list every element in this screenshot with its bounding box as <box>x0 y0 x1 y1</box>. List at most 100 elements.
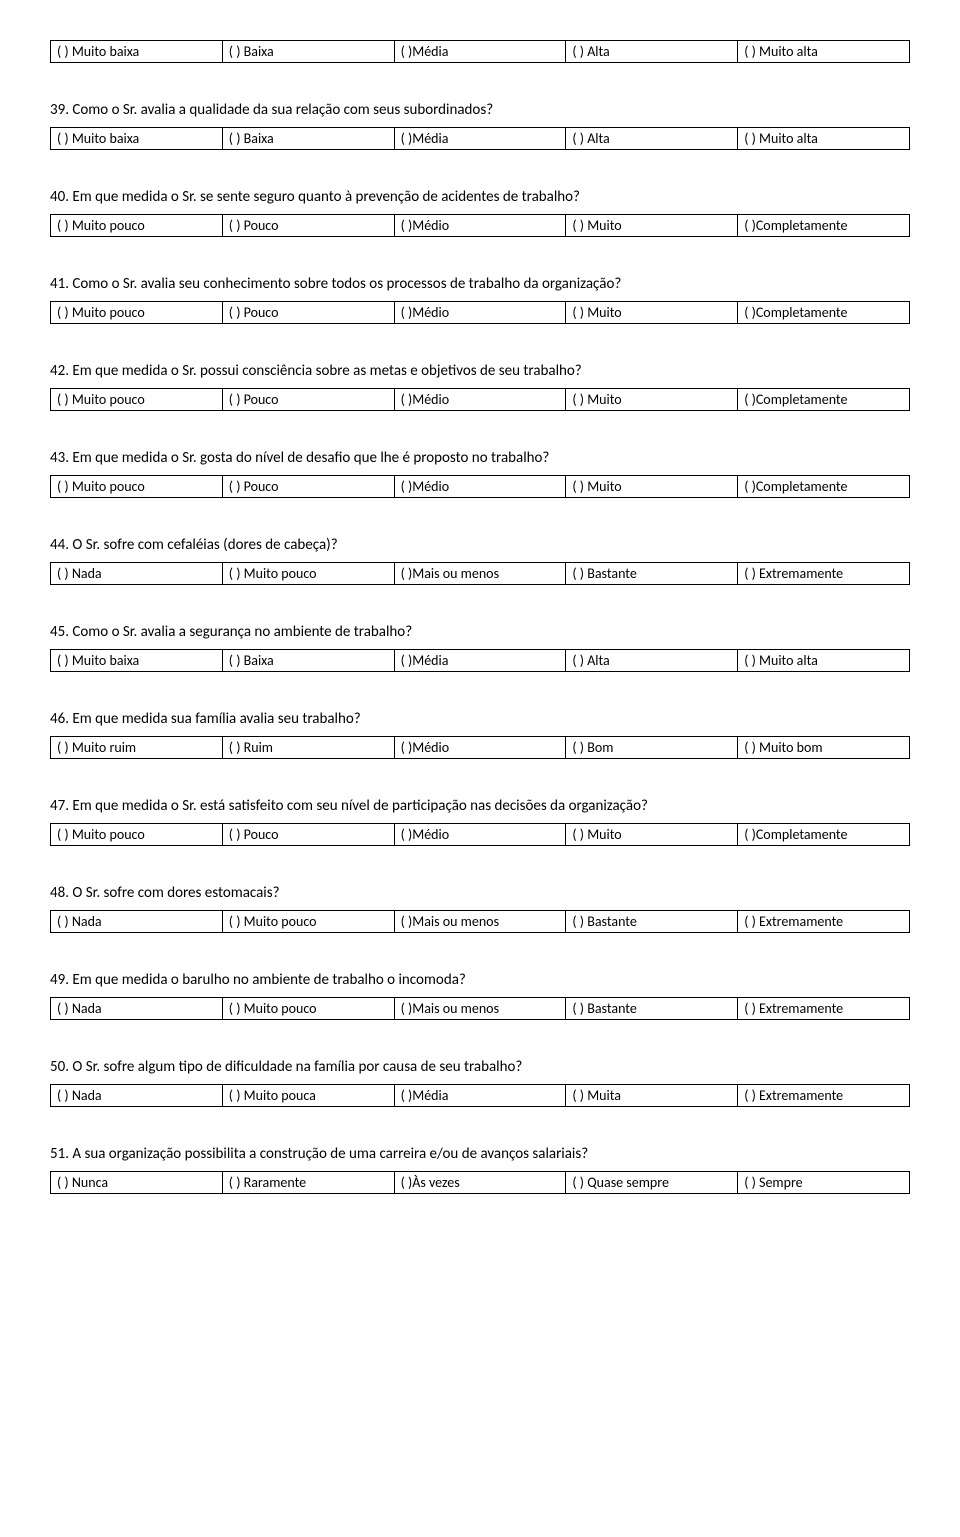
question-text: 43. Em que medida o Sr. gosta do nível d… <box>50 449 910 467</box>
option-cell[interactable]: ( ) Muito alta <box>738 41 910 63</box>
option-cell[interactable]: ( ) Baixa <box>222 650 394 672</box>
option-cell[interactable]: ( ) Nunca <box>51 1172 223 1194</box>
option-cell[interactable]: ( )Completamente <box>738 476 910 498</box>
options-table: ( ) Muito baixa ( ) Baixa ( )Média ( ) A… <box>50 40 910 63</box>
question-text: 41. Como o Sr. avalia seu conhecimento s… <box>50 275 910 293</box>
option-cell[interactable]: ( ) Pouco <box>222 302 394 324</box>
options-table: ( ) Muito pouco ( ) Pouco ( )Médio ( ) M… <box>50 301 910 324</box>
option-cell[interactable]: ( ) Muito pouco <box>51 389 223 411</box>
option-cell[interactable]: ( )Mais ou menos <box>394 998 566 1020</box>
question-41: 41. Como o Sr. avalia seu conhecimento s… <box>50 275 910 324</box>
question-49: 49. Em que medida o barulho no ambiente … <box>50 971 910 1020</box>
option-cell[interactable]: ( ) Raramente <box>222 1172 394 1194</box>
option-cell[interactable]: ( ) Muito baixa <box>51 128 223 150</box>
option-cell[interactable]: ( ) Muito <box>566 389 738 411</box>
question-46: 46. Em que medida sua família avalia seu… <box>50 710 910 759</box>
option-cell[interactable]: ( ) Extremamente <box>738 563 910 585</box>
option-cell[interactable]: ( ) Ruim <box>222 737 394 759</box>
option-cell[interactable]: ( )Médio <box>394 737 566 759</box>
question-text: 39. Como o Sr. avalia a qualidade da sua… <box>50 101 910 119</box>
option-cell[interactable]: ( ) Baixa <box>222 41 394 63</box>
option-cell[interactable]: ( ) Muito pouco <box>51 824 223 846</box>
option-cell[interactable]: ( ) Extremamente <box>738 1085 910 1107</box>
question-text: 49. Em que medida o barulho no ambiente … <box>50 971 910 989</box>
options-table: ( ) Nada ( ) Muito pouca ( )Média ( ) Mu… <box>50 1084 910 1107</box>
option-cell[interactable]: ( ) Pouco <box>222 476 394 498</box>
question-43: 43. Em que medida o Sr. gosta do nível d… <box>50 449 910 498</box>
option-cell[interactable]: ( ) Nada <box>51 998 223 1020</box>
option-cell[interactable]: ( ) Pouco <box>222 389 394 411</box>
option-cell[interactable]: ( )Às vezes <box>394 1172 566 1194</box>
option-cell[interactable]: ( )Médio <box>394 215 566 237</box>
option-cell[interactable]: ( )Completamente <box>738 215 910 237</box>
option-cell[interactable]: ( )Completamente <box>738 824 910 846</box>
option-cell[interactable]: ( ) Bastante <box>566 911 738 933</box>
option-cell[interactable]: ( ) Bastante <box>566 998 738 1020</box>
option-cell[interactable]: ( ) Nada <box>51 563 223 585</box>
option-cell[interactable]: ( ) Alta <box>566 41 738 63</box>
options-table: ( ) Muito pouco ( ) Pouco ( )Médio ( ) M… <box>50 214 910 237</box>
option-cell[interactable]: ( ) Pouco <box>222 215 394 237</box>
option-cell[interactable]: ( ) Muito <box>566 476 738 498</box>
option-cell[interactable]: ( )Médio <box>394 389 566 411</box>
question-39: 39. Como o Sr. avalia a qualidade da sua… <box>50 101 910 150</box>
options-table: ( ) Muito ruim ( ) Ruim ( )Médio ( ) Bom… <box>50 736 910 759</box>
option-cell[interactable]: ( )Média <box>394 41 566 63</box>
question-text: 40. Em que medida o Sr. se sente seguro … <box>50 188 910 206</box>
option-cell[interactable]: ( ) Muito baixa <box>51 650 223 672</box>
options-table: ( ) Muito pouco ( ) Pouco ( )Médio ( ) M… <box>50 823 910 846</box>
option-cell[interactable]: ( )Médio <box>394 824 566 846</box>
option-cell[interactable]: ( ) Muito bom <box>738 737 910 759</box>
option-cell[interactable]: ( )Médio <box>394 302 566 324</box>
option-cell[interactable]: ( ) Muita <box>566 1085 738 1107</box>
option-cell[interactable]: ( )Mais ou menos <box>394 911 566 933</box>
option-cell[interactable]: ( )Completamente <box>738 302 910 324</box>
option-cell[interactable]: ( ) Muito <box>566 302 738 324</box>
option-cell[interactable]: ( ) Nada <box>51 1085 223 1107</box>
option-cell[interactable]: ( )Completamente <box>738 389 910 411</box>
option-cell[interactable]: ( )Média <box>394 1085 566 1107</box>
option-cell[interactable]: ( ) Alta <box>566 650 738 672</box>
option-cell[interactable]: ( ) Muito pouco <box>51 302 223 324</box>
option-cell[interactable]: ( ) Muito pouco <box>222 911 394 933</box>
option-cell[interactable]: ( )Média <box>394 128 566 150</box>
option-cell[interactable]: ( ) Muito pouco <box>222 563 394 585</box>
option-cell[interactable]: ( ) Muito pouco <box>51 215 223 237</box>
question-text: 42. Em que medida o Sr. possui consciênc… <box>50 362 910 380</box>
question-45: 45. Como o Sr. avalia a segurança no amb… <box>50 623 910 672</box>
question-text: 47. Em que medida o Sr. está satisfeito … <box>50 797 910 815</box>
option-cell[interactable]: ( ) Baixa <box>222 128 394 150</box>
option-cell[interactable]: ( ) Sempre <box>738 1172 910 1194</box>
options-table: ( ) Nada ( ) Muito pouco ( )Mais ou meno… <box>50 910 910 933</box>
option-cell[interactable]: ( )Médio <box>394 476 566 498</box>
option-cell[interactable]: ( ) Muito pouca <box>222 1085 394 1107</box>
option-cell[interactable]: ( ) Bastante <box>566 563 738 585</box>
option-cell[interactable]: ( ) Bom <box>566 737 738 759</box>
question-50: 50. O Sr. sofre algum tipo de dificuldad… <box>50 1058 910 1107</box>
option-cell[interactable]: ( ) Nada <box>51 911 223 933</box>
option-cell[interactable]: ( ) Alta <box>566 128 738 150</box>
option-cell[interactable]: ( ) Muito ruim <box>51 737 223 759</box>
options-table: ( ) Nada ( ) Muito pouco ( )Mais ou meno… <box>50 562 910 585</box>
option-cell[interactable]: ( ) Muito pouco <box>222 998 394 1020</box>
option-cell[interactable]: ( ) Muito pouco <box>51 476 223 498</box>
options-table: ( ) Muito baixa ( ) Baixa ( )Média ( ) A… <box>50 649 910 672</box>
option-cell[interactable]: ( ) Extremamente <box>738 911 910 933</box>
option-cell[interactable]: ( )Mais ou menos <box>394 563 566 585</box>
top-options-row: ( ) Muito baixa ( ) Baixa ( )Média ( ) A… <box>50 40 910 63</box>
question-text: 44. O Sr. sofre com cefaléias (dores de … <box>50 536 910 554</box>
question-text: 48. O Sr. sofre com dores estomacais? <box>50 884 910 902</box>
option-cell[interactable]: ( ) Muito alta <box>738 650 910 672</box>
option-cell[interactable]: ( )Média <box>394 650 566 672</box>
options-table: ( ) Muito baixa ( ) Baixa ( )Média ( ) A… <box>50 127 910 150</box>
option-cell[interactable]: ( ) Muito <box>566 824 738 846</box>
question-text: 50. O Sr. sofre algum tipo de dificuldad… <box>50 1058 910 1076</box>
question-51: 51. A sua organização possibilita a cons… <box>50 1145 910 1194</box>
question-44: 44. O Sr. sofre com cefaléias (dores de … <box>50 536 910 585</box>
option-cell[interactable]: ( ) Muito <box>566 215 738 237</box>
option-cell[interactable]: ( ) Muito baixa <box>51 41 223 63</box>
option-cell[interactable]: ( ) Pouco <box>222 824 394 846</box>
option-cell[interactable]: ( ) Muito alta <box>738 128 910 150</box>
option-cell[interactable]: ( ) Quase sempre <box>566 1172 738 1194</box>
option-cell[interactable]: ( ) Extremamente <box>738 998 910 1020</box>
